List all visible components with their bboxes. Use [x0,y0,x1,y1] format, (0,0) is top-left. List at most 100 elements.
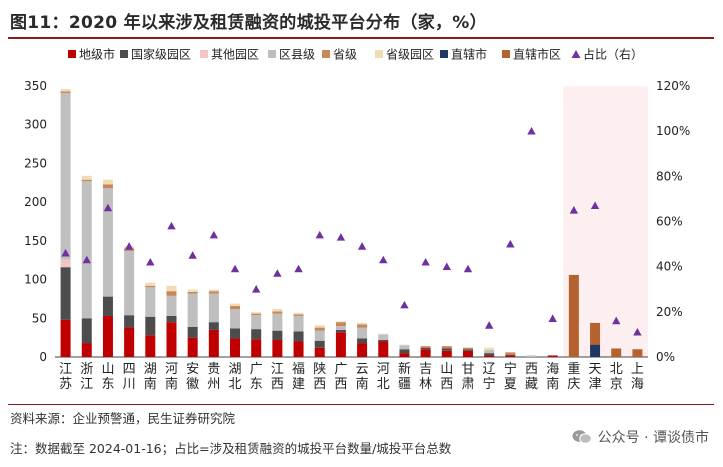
legend-swatch [375,50,383,58]
bar-segment [272,339,283,357]
bar-segment [272,313,283,331]
ratio-point [230,264,240,273]
bar-segment [60,259,71,268]
y-right-tick-label: 120% [656,79,690,93]
ratio-point [273,269,282,277]
x-tick-label: 江苏 [59,362,72,392]
bar-segment [102,184,113,189]
ratio-point [506,239,515,248]
bar-segment [590,344,601,357]
legend: 地级市 国家级园区 其他园区 区县级 省级 省级园区 直辖市 直辖市区 占比（右） [68,47,643,62]
bar-segment [335,332,346,357]
combo-chart: 0 50 100 150 200 250 300 350 0% 20% 40% 60% 80% 100% 1… [24,47,690,393]
bar-segment [272,311,283,314]
ratio-point [442,262,452,271]
legend-label: 其他园区 [211,48,259,62]
ratio-point [167,221,176,230]
watermark: 公众号 · 谭谈债市 [572,427,709,447]
bar-segment [81,343,92,357]
bar-segment [314,347,325,357]
ratio-point [124,242,134,250]
bar-segment [187,291,198,294]
bar-segment [230,305,241,309]
x-tick-label: 福建 [292,362,305,392]
bar-segment [166,322,177,357]
bar-segment [632,349,643,357]
x-tick-label: 广西 [334,362,347,392]
legend-swatch [120,50,128,58]
x-tick-label: 西藏 [525,362,538,392]
bar-segment [102,188,113,297]
x-tick-label: 安徽 [186,362,199,392]
bar-segment [399,353,410,357]
legend-swatch [200,50,208,58]
bar-segment [441,350,452,357]
x-tick-label: 浙江 [80,362,93,392]
bar-segment [102,315,113,357]
x-tick-label: 天津 [589,362,602,392]
ratio-point [527,126,536,135]
y-left-tick-label: 150 [24,234,47,248]
ratio-point [548,314,557,322]
bar-segment [60,89,71,92]
ratio-point [315,230,324,239]
y-left-tick-label: 350 [24,79,47,93]
legend-swatch [68,50,76,58]
bar-segment [187,337,198,357]
y-right-tick-label: 40% [656,260,683,274]
y-right-tick-label: 60% [656,215,683,229]
y-right-tick-label: 20% [656,305,683,319]
bar-segment [399,345,410,350]
ratio-point [82,255,91,264]
bar-segment [420,346,431,348]
x-tick-label: 河北 [377,362,390,392]
wechat-icon [572,430,592,444]
bar-segment [124,250,135,316]
bar-segment [293,315,304,332]
x-tick-label: 山东 [101,362,114,392]
bar-segment [124,248,135,251]
stacked-bars [60,89,643,357]
bar-segment [314,327,325,331]
legend-label: 直辖市 [451,47,487,62]
ratio-point [294,264,303,273]
ratio-point [463,264,473,273]
bar-segment [314,330,325,341]
bar-segment [314,325,325,328]
bar-segment [208,289,219,292]
bar-segment [378,333,389,335]
ratio-point [251,285,261,293]
bar-segment [251,315,262,330]
x-tick-label: 河南 [165,362,178,392]
bar-segment [505,354,516,356]
data-note: 注：数据截至 2024-01-16；占比=涉及租赁融资的城投平台数量/城投平台总… [10,441,452,456]
y-left-tick-label: 200 [24,195,47,209]
legend-swatch [502,50,510,58]
y-right-tick-label: 0% [656,350,675,364]
legend-label: 直辖市区 [513,47,561,62]
ratio-point [590,201,600,210]
legend-marker [571,50,581,58]
bar-segment [611,348,622,357]
bar-segment [357,343,368,357]
bar-segment [166,291,177,296]
bar-segment [81,175,92,180]
bar-segment [293,312,304,315]
bar-segment [208,293,219,323]
legend-label: 省级园区 [386,48,434,62]
legend-label: 省级 [333,48,357,62]
bar-segment [81,318,92,344]
ratio-point [61,248,70,257]
x-tick-label: 湖北 [229,362,242,392]
legend-label: 区县级 [279,48,315,62]
bar-segment [60,91,71,93]
bar-segment [399,349,410,354]
bar-segment [230,308,241,329]
bar-segment [484,353,495,356]
bar-segment [208,322,219,330]
bar-segment [378,334,389,340]
x-tick-label: 宁夏 [504,361,517,392]
bar-segment [484,347,495,351]
bar-segment [81,179,92,182]
ratio-markers [61,126,642,336]
